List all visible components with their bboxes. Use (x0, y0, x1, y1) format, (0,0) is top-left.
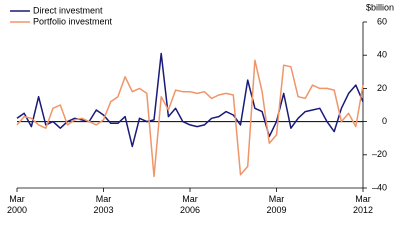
y-tick-label: –20 (372, 149, 387, 159)
x-tick-label: Mar 2012 (352, 194, 374, 215)
y-tick-label: 20 (377, 83, 387, 93)
y-tick-label: 40 (377, 50, 387, 60)
x-tick-label: Mar 2006 (179, 194, 201, 215)
series-line (16, 59, 364, 178)
x-tick-label: Mar 2000 (6, 194, 28, 215)
x-tick-label: Mar 2009 (266, 194, 287, 215)
legend-label: Portfolio investment (33, 16, 113, 26)
chart: $billion –40 –20 0 20 40 60 Direct investmentP… (10, 2, 394, 192)
legend-label: Direct investment (33, 5, 103, 15)
y-axis-label: $billion (366, 2, 394, 12)
chart-container: $billion –40 –20 0 20 40 60 Direct investment P… (6, 2, 395, 215)
y-tick-label: –40 (372, 182, 387, 192)
y-tick-label: 0 (382, 116, 387, 126)
x-tick-label: Mar 2003 (93, 194, 114, 215)
y-tick-label: 60 (377, 16, 387, 26)
series-line (16, 52, 364, 148)
